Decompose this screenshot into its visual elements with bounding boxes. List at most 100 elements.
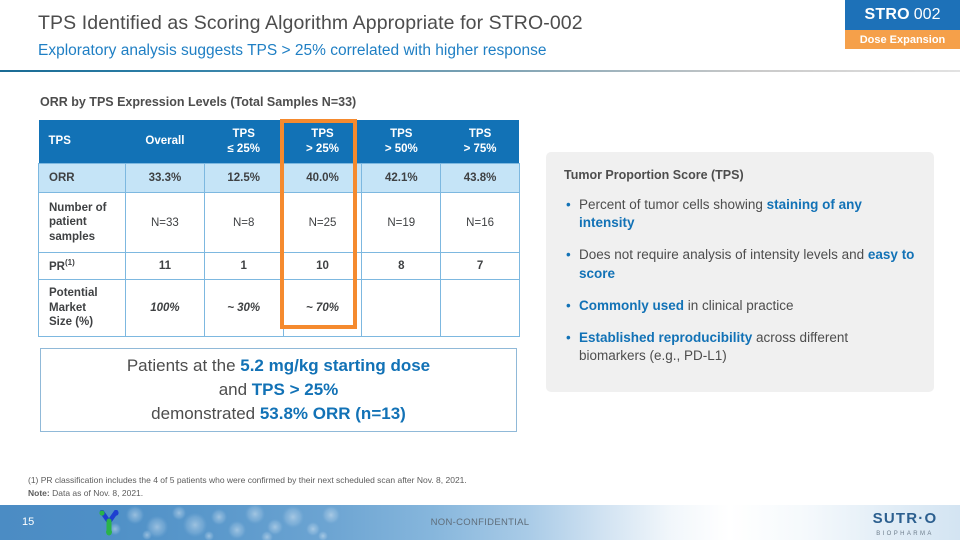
footnote-note-text: Data as of Nov. 8, 2021. [49, 487, 144, 498]
company-logo-tagline: BIOPHARMA [876, 531, 934, 537]
table-header-sublabel: ≤ 25% [227, 142, 260, 155]
table-row: Potential Market Size (%) 100% ~ 30% ~ 7… [38, 279, 520, 337]
footnote-marker: (1) [64, 257, 75, 267]
cell-pr-overall: 11 [125, 252, 205, 280]
table-header-sublabel: > 25% [306, 142, 339, 155]
row-label-line: Number of [49, 201, 107, 214]
table-header-cell-tps-lte-25: TPS ≤ 25% [204, 120, 284, 164]
table-header-label: TPS [232, 128, 255, 141]
table-header-label: TPS [311, 128, 334, 141]
cell-pr-lte25: 1 [203, 252, 284, 280]
row-label-market-size: Potential Market Size (%) [38, 279, 126, 337]
bullet-dot-icon: • [566, 330, 571, 346]
bullet-text-highlight: Commonly used [579, 297, 685, 313]
footnote-line-1: (1) PR classification includes the 4 of … [28, 475, 467, 485]
page-subtitle: Exploratory analysis suggests TPS > 25% … [38, 42, 547, 59]
table-header-cell-tps: TPS [38, 120, 126, 164]
footnotes: (1) PR classification includes the 4 of … [28, 474, 467, 500]
bullet-text-pre: Percent of tumor cells showing [579, 197, 767, 212]
program-badge-name: STRO 002 [845, 0, 960, 30]
bullet-text-post: in clinical practice [684, 297, 794, 313]
conclusion-line2-highlight: TPS > 25% [251, 379, 339, 399]
cell-samples-gt50: N=19 [361, 192, 442, 253]
cell-orr-gt50: 42.1% [361, 163, 442, 193]
program-badge-phase: Dose Expansion [845, 30, 960, 49]
row-label-orr: ORR [38, 163, 126, 193]
conclusion-line1-pre: Patients at the [126, 355, 241, 375]
list-item: • Established reproducibility across diff… [564, 329, 916, 365]
row-label-line: samples [49, 230, 96, 243]
bullet-dot-icon: • [566, 297, 571, 313]
table-header-label: TPS [48, 135, 71, 148]
row-label-pr: PR(1) [38, 252, 126, 280]
cell-samples-gt75: N=16 [440, 192, 520, 253]
conclusion-line1-highlight: 5.2 mg/kg starting dose [240, 355, 431, 375]
cell-samples-lte25: N=8 [203, 192, 284, 253]
table-row: Number of patient samples N=33 N=8 N=25 … [38, 192, 520, 253]
cell-market-gt50 [361, 279, 442, 337]
footer-band [0, 505, 960, 540]
bullet-text-highlight: Established reproducibility [579, 330, 753, 346]
table-caption: ORR by TPS Expression Levels (Total Samp… [40, 95, 357, 109]
cell-orr-gt25: 40.0% [282, 163, 363, 193]
list-item: • Does not require analysis of intensity … [564, 246, 916, 282]
row-label-line: Market [49, 301, 87, 314]
conclusion-line3-pre: demonstrated [151, 404, 260, 424]
program-badge: STRO 002 Dose Expansion [845, 0, 960, 49]
bullet-text-highlight: staining of any intensity [579, 197, 862, 231]
table-header-sublabel: > 50% [384, 142, 418, 155]
cell-pr-gt75: 7 [440, 252, 520, 280]
table-header-label: Overall [145, 135, 185, 148]
bullet-dot-icon: • [566, 197, 571, 212]
footnote-line-2: Note: Data as of Nov. 8, 2021. [28, 487, 467, 500]
conclusion-text: Patients at the 5.2 mg/kg starting dose … [127, 354, 430, 426]
table-header-cell-tps-gt-75: TPS > 75% [440, 120, 520, 164]
header-divider [0, 70, 960, 72]
bullet-text-pre: Does not require analysis of intensity l… [579, 247, 868, 263]
bullet-text-post: across different biomarkers (e.g., PD-L1… [579, 330, 849, 364]
footnote-note-label: Note: [28, 487, 50, 498]
orr-table: TPS Overall TPS ≤ 25% TPS > 25% TPS > 50… [38, 120, 520, 337]
cell-market-gt75 [440, 279, 520, 337]
table-header-row: TPS Overall TPS ≤ 25% TPS > 25% TPS > 50… [38, 120, 520, 164]
confidentiality-label: NON-CONFIDENTIAL [430, 517, 530, 528]
row-label-samples: Number of patient samples [38, 192, 126, 253]
cell-market-gt25: ~ 70% [282, 279, 363, 337]
cell-market-lte25: ~ 30% [203, 279, 284, 337]
program-badge-strong: STRO [864, 6, 910, 23]
table-header-label: TPS [468, 128, 492, 141]
table-header-cell-tps-gt-25: TPS > 25% [283, 120, 362, 164]
table-header-cell-overall: Overall [125, 120, 205, 164]
table-header-label: TPS [390, 128, 413, 141]
row-label-line: patient [49, 216, 87, 229]
conclusion-line3-highlight: 53.8% ORR (n=13) [259, 404, 406, 424]
cell-orr-lte25: 12.5% [203, 163, 284, 193]
company-logo: SUTR·O BIOPHARMA [866, 510, 944, 537]
antibody-icon [99, 510, 119, 536]
cell-pr-gt50: 8 [361, 252, 442, 280]
conclusion-callout: Patients at the 5.2 mg/kg starting dose … [40, 348, 517, 432]
company-logo-name: SUTR·O [872, 510, 938, 527]
page-number: 15 [22, 516, 35, 528]
row-label-line: PR [49, 260, 65, 273]
cell-samples-overall: N=33 [125, 192, 205, 253]
cell-pr-gt25: 10 [282, 252, 363, 280]
panel-heading: Tumor Proportion Score (TPS) [564, 168, 744, 182]
cell-samples-gt25: N=25 [282, 192, 363, 253]
row-label-line: Potential [49, 287, 98, 300]
list-item: • Percent of tumor cells showing staining… [564, 196, 916, 232]
bullet-dot-icon: • [566, 247, 571, 263]
table-header-cell-tps-gt-50: TPS > 50% [361, 120, 441, 164]
page-title: TPS Identified as Scoring Algorithm Appr… [38, 12, 583, 34]
cell-orr-overall: 33.3% [125, 163, 205, 193]
panel-bullet-list: • Percent of tumor cells showing staining… [564, 196, 916, 366]
footer-texture-graphic [109, 505, 340, 540]
cell-market-overall: 100% [125, 279, 205, 337]
bullet-text-highlight: easy to score [579, 247, 915, 281]
list-item: • Commonly used in clinical practice [564, 297, 916, 315]
conclusion-line2-pre: and [218, 379, 252, 399]
program-badge-number: 002 [913, 6, 941, 23]
cell-orr-gt75: 43.8% [440, 163, 520, 193]
table-header-sublabel: > 75% [463, 142, 497, 155]
row-label-line: Size (%) [49, 316, 94, 329]
